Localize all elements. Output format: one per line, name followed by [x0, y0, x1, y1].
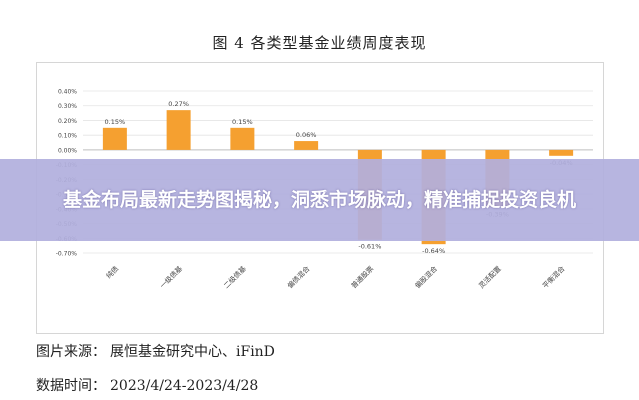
data-label: 0.27%: [168, 100, 189, 108]
y-tick-label: 0.30%: [58, 103, 77, 110]
bar: [230, 127, 255, 150]
category-label: 普通股票: [349, 264, 375, 290]
source-label: 图片来源：: [36, 344, 106, 360]
date-value: 2023/4/24-2023/4/28: [110, 378, 259, 394]
headline-text: 基金布局最新走势图揭秘，洞悉市场脉动，精准捕捉投资良机: [62, 189, 576, 211]
source-value: 展恒基金研究中心、iFinD: [110, 344, 275, 360]
bar: [294, 141, 319, 150]
y-tick-label: 0.00%: [58, 147, 77, 154]
data-label: -0.64%: [422, 247, 445, 255]
y-tick-label: 0.20%: [58, 118, 77, 125]
category-label: 平衡混合: [540, 264, 566, 290]
category-label: 一级债基: [158, 264, 184, 290]
y-tick-label: 0.40%: [58, 89, 77, 96]
data-label: -0.61%: [358, 243, 381, 251]
bar: [166, 110, 191, 150]
bar: [102, 127, 127, 150]
bar: [549, 149, 574, 156]
y-tick-label: 0.10%: [58, 133, 77, 140]
date-line: 数据时间： 2023/4/24-2023/4/28: [36, 375, 258, 395]
date-label: 数据时间：: [36, 378, 106, 394]
category-label: 纯债: [104, 264, 120, 280]
category-label: 偏债混合: [285, 264, 311, 290]
category-label: 灵活配置: [477, 264, 503, 290]
figure-title: 图 4 各类型基金业绩周度表现: [212, 34, 427, 52]
category-label: 偏股混合: [413, 264, 439, 290]
source-line: 图片来源： 展恒基金研究中心、iFinD: [36, 341, 275, 361]
category-label: 二级债基: [222, 264, 248, 290]
data-label: 0.15%: [105, 118, 126, 126]
data-label: 0.15%: [232, 118, 253, 126]
y-tick-label: -0.70%: [56, 251, 78, 258]
headline-banner: 基金布局最新走势图揭秘，洞悉市场脉动，精准捕捉投资良机: [0, 159, 639, 241]
data-label: 0.06%: [296, 131, 317, 139]
